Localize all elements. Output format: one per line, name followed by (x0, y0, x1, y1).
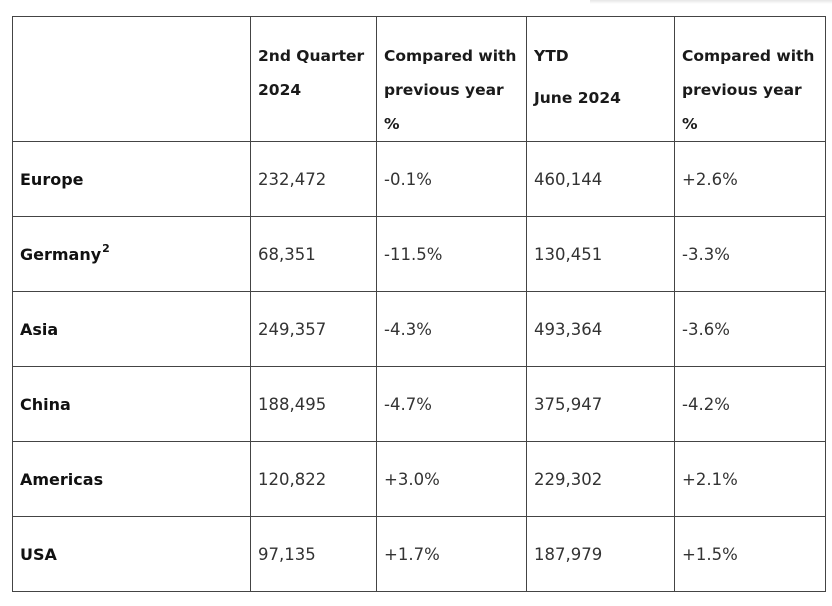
region-cell: USA (12, 516, 251, 592)
ytd-change-cell-text: -4.2% (682, 394, 730, 414)
table-row: Germany2 68,351 -11.5% 130,451 -3.3% (12, 216, 826, 292)
q2-value-cell-text: 249,357 (258, 319, 327, 339)
ytd-change-cell: +2.6% (674, 141, 826, 217)
ytd-change-cell-text: -3.3% (682, 244, 730, 264)
q2-value-cell: 68,351 (250, 216, 377, 292)
ytd-value-cell-text: 130,451 (534, 244, 603, 264)
header-ytd-change-line1: Compared with (682, 47, 815, 65)
ytd-value-cell: 493,364 (526, 291, 675, 367)
q2-value-cell-text: 232,472 (258, 169, 327, 189)
region-cell: Europe (12, 141, 251, 217)
q2-change-cell: -11.5% (376, 216, 527, 292)
ytd-change-cell: -4.2% (674, 366, 826, 442)
header-q2: 2nd Quarter 2024 (250, 16, 377, 142)
ytd-value-cell: 375,947 (526, 366, 675, 442)
header-ytd: YTD June 2024 (526, 16, 675, 142)
ytd-value-cell-text: 229,302 (534, 469, 603, 489)
ytd-value-cell: 460,144 (526, 141, 675, 217)
ytd-change-cell-text: +2.1% (682, 469, 738, 489)
q2-value-cell: 120,822 (250, 441, 377, 517)
header-ytd-line1: YTD (534, 47, 569, 65)
header-region (12, 16, 251, 142)
region-cell: Germany2 (12, 216, 251, 292)
region-cell-text: Germany (20, 244, 102, 264)
table-row: USA 97,135 +1.7% 187,979 +1.5% (12, 516, 826, 592)
ytd-change-cell-text: +1.5% (682, 544, 738, 564)
q2-change-cell-text: -4.3% (384, 319, 432, 339)
ytd-value-cell-text: 493,364 (534, 319, 603, 339)
region-cell: Asia (12, 291, 251, 367)
header-q2-change-line2: previous year % (384, 81, 504, 133)
sales-table: 2nd Quarter 2024 Compared with previous … (12, 16, 826, 592)
ytd-change-cell-text: +2.6% (682, 169, 738, 189)
region-cell-text: USA (20, 544, 57, 564)
q2-value-cell: 97,135 (250, 516, 377, 592)
ytd-value-cell-text: 375,947 (534, 394, 603, 414)
ytd-value-cell-text: 187,979 (534, 544, 603, 564)
header-ytd-change-line2: previous year % (682, 81, 802, 133)
table-row: Europe 232,472 -0.1% 460,144 +2.6% (12, 141, 826, 217)
q2-value-cell-text: 120,822 (258, 469, 327, 489)
q2-value-cell: 249,357 (250, 291, 377, 367)
header-q2-line2: 2024 (258, 81, 302, 99)
q2-change-cell-text: -0.1% (384, 169, 432, 189)
q2-change-cell-text: -4.7% (384, 394, 432, 414)
region-cell-text: Americas (20, 469, 104, 489)
table-header-row: 2nd Quarter 2024 Compared with previous … (12, 16, 826, 142)
header-q2-change: Compared with previous year % (376, 16, 527, 142)
q2-change-cell: +3.0% (376, 441, 527, 517)
q2-change-cell: -4.3% (376, 291, 527, 367)
ytd-change-cell: -3.3% (674, 216, 826, 292)
region-cell-text: Asia (20, 319, 59, 339)
table-row: Asia 249,357 -4.3% 493,364 -3.6% (12, 291, 826, 367)
ytd-change-cell-text: -3.6% (682, 319, 730, 339)
region-cell: China (12, 366, 251, 442)
q2-change-cell-text: +1.7% (384, 544, 440, 564)
region-cell-text: Europe (20, 169, 84, 189)
ytd-change-cell: +2.1% (674, 441, 826, 517)
q2-value-cell: 188,495 (250, 366, 377, 442)
ytd-change-cell: +1.5% (674, 516, 826, 592)
q2-change-cell: -4.7% (376, 366, 527, 442)
ytd-value-cell: 229,302 (526, 441, 675, 517)
q2-value-cell: 232,472 (250, 141, 377, 217)
top-edge-shadow (590, 0, 832, 4)
table-row: China 188,495 -4.7% 375,947 -4.2% (12, 366, 826, 442)
ytd-value-cell: 187,979 (526, 516, 675, 592)
ytd-value-cell-text: 460,144 (534, 169, 603, 189)
ytd-change-cell: -3.6% (674, 291, 826, 367)
header-q2-change-line1: Compared with (384, 47, 517, 65)
header-ytd-change: Compared with previous year % (674, 16, 826, 142)
table-row: Americas 120,822 +3.0% 229,302 +2.1% (12, 441, 826, 517)
header-q2-line1: 2nd Quarter (258, 47, 365, 65)
q2-change-cell: +1.7% (376, 516, 527, 592)
region-cell: Americas (12, 441, 251, 517)
footnote-marker: 2 (102, 241, 110, 255)
q2-value-cell-text: 188,495 (258, 394, 327, 414)
table-body: Europe 232,472 -0.1% 460,144 +2.6% Germany2 68… (12, 141, 826, 592)
q2-value-cell-text: 97,135 (258, 544, 316, 564)
ytd-value-cell: 130,451 (526, 216, 675, 292)
q2-change-cell-text: -11.5% (384, 244, 443, 264)
region-cell-text: China (20, 394, 71, 414)
q2-change-cell-text: +3.0% (384, 469, 440, 489)
q2-value-cell-text: 68,351 (258, 244, 316, 264)
q2-change-cell: -0.1% (376, 141, 527, 217)
header-ytd-line2: June 2024 (534, 89, 621, 107)
